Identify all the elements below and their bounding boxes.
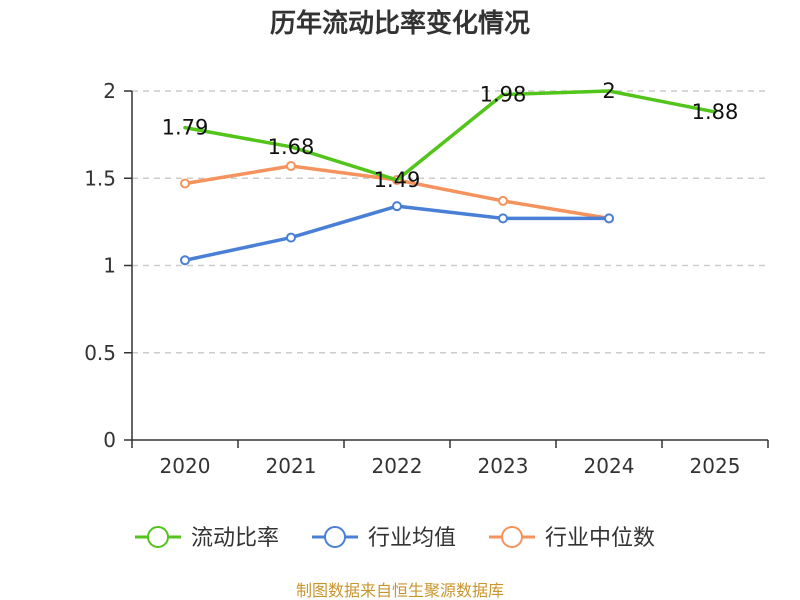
- data-label: 1.49: [374, 168, 421, 192]
- legend-marker: [147, 526, 169, 548]
- y-tick-label: 2: [103, 79, 116, 103]
- data-label: 2: [602, 79, 615, 103]
- grid-lines: [132, 90, 768, 354]
- data-point: [498, 195, 508, 206]
- y-tick-label: 0: [103, 428, 116, 452]
- legend-marker: [501, 526, 523, 548]
- y-tick-label: 0.5: [84, 341, 116, 365]
- series-line: [183, 204, 611, 263]
- legend-marker: [324, 526, 346, 548]
- data-point: [498, 213, 508, 224]
- axes: 0 0.5 1 1.5 2 2020 2021 2022 2023 2024 2025: [84, 79, 769, 478]
- x-tick-label: 2021: [266, 454, 317, 478]
- x-tick-label: 2023: [478, 454, 529, 478]
- data-point: [180, 178, 190, 189]
- data-point: [286, 232, 296, 243]
- x-tick-label: 2025: [690, 454, 741, 478]
- series-layer: [180, 89, 717, 266]
- x-tick-label: 2020: [160, 454, 211, 478]
- x-tick-label: 2024: [584, 454, 635, 478]
- data-point: [180, 255, 190, 266]
- legend-item-0: 流动比率: [135, 526, 279, 551]
- data-labels: 1.79 1.68 1.49 1.98 2 1.88: [162, 79, 739, 192]
- data-point: [286, 161, 296, 172]
- series-line: [183, 89, 717, 182]
- legend-label: 行业均值: [368, 526, 456, 551]
- source-note: 制图数据来自恒生聚源数据库: [296, 581, 504, 600]
- data-point: [392, 201, 402, 212]
- legend-label: 行业中位数: [545, 526, 655, 551]
- legend: 流动比率 行业均值 行业中位数: [135, 526, 655, 551]
- data-point: [604, 213, 614, 224]
- data-label: 1.79: [162, 116, 209, 140]
- legend-label: 流动比率: [191, 526, 279, 551]
- chart-title: 历年流动比率变化情况: [270, 8, 530, 39]
- data-label: 1.98: [480, 82, 527, 106]
- y-tick-label: 1.5: [84, 166, 116, 190]
- y-tick-label: 1: [103, 254, 116, 278]
- series-0: [183, 89, 717, 182]
- legend-item-1: 行业均值: [312, 526, 456, 551]
- series-1: [180, 201, 614, 266]
- legend-item-2: 行业中位数: [489, 526, 655, 551]
- data-label: 1.68: [268, 135, 315, 159]
- x-tick-label: 2022: [372, 454, 423, 478]
- data-label: 1.88: [692, 100, 739, 124]
